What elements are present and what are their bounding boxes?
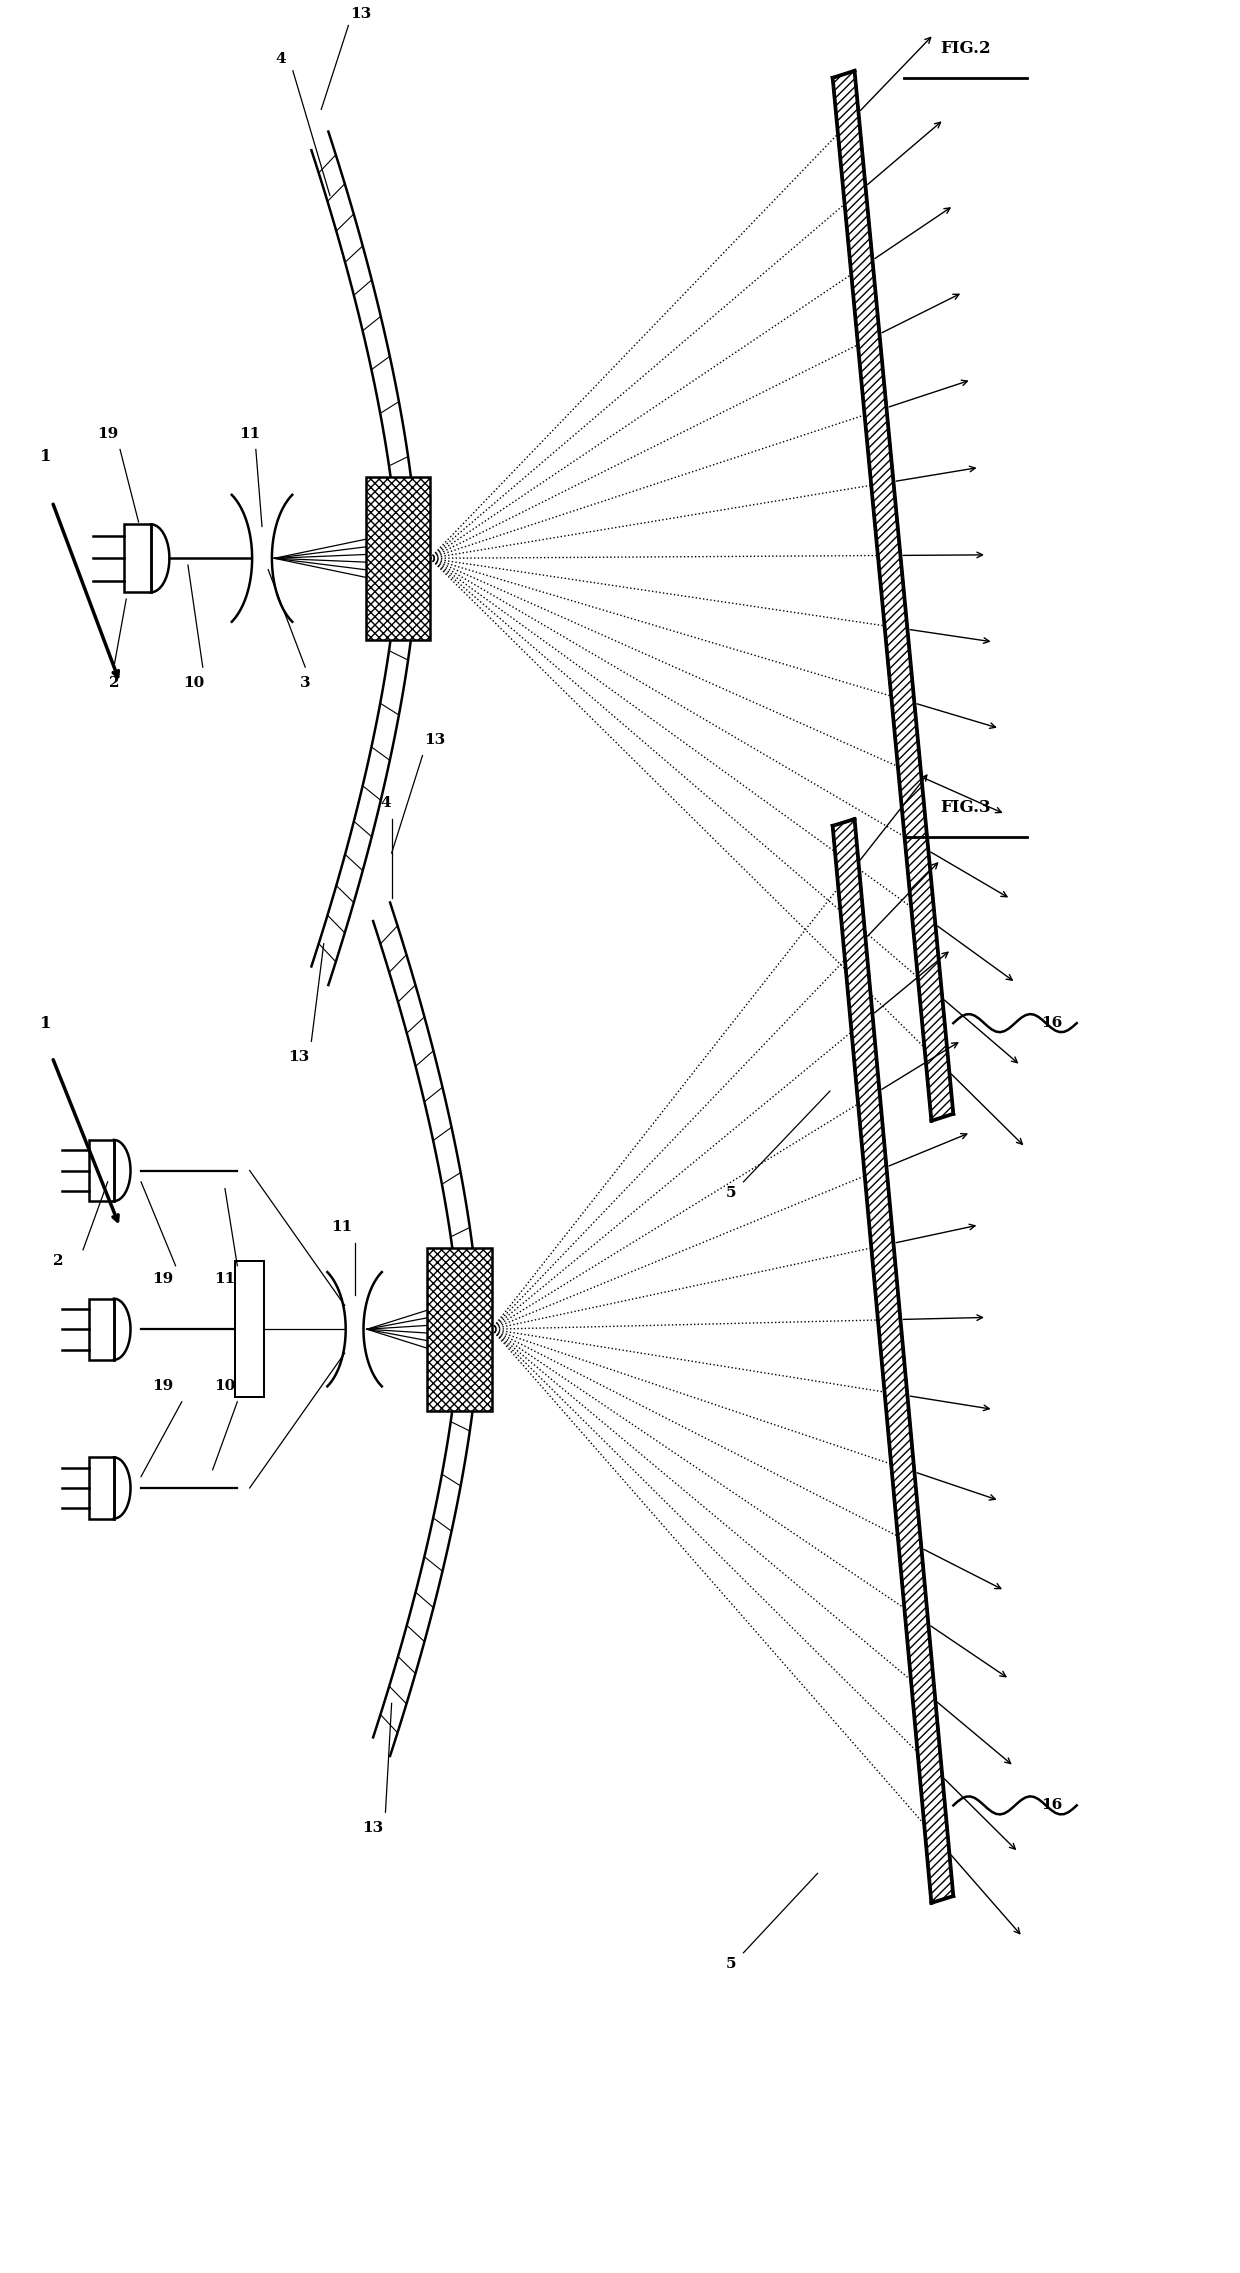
Polygon shape [832,818,954,1903]
Bar [124,525,151,593]
Text: 1: 1 [40,448,52,464]
Text: 13: 13 [289,1050,310,1064]
Text: 5: 5 [725,1957,737,1971]
Text: 19: 19 [153,1273,174,1287]
Bar [89,1139,114,1200]
Text: 16: 16 [1042,1016,1063,1030]
Bar [89,1457,114,1518]
Text: FIG.3: FIG.3 [940,800,991,816]
Text: 4: 4 [275,52,286,66]
Bar [234,1262,264,1398]
Text: 5: 5 [725,1187,737,1200]
Polygon shape [832,70,954,1121]
Bar [366,477,430,641]
Text: 2: 2 [109,675,119,691]
Text: 11: 11 [215,1273,236,1287]
Text: FIG.2: FIG.2 [940,39,991,57]
Text: 1: 1 [40,1014,52,1032]
Bar [428,1248,491,1412]
Bar [89,1298,114,1359]
Text: 19: 19 [153,1380,174,1393]
Text: 13: 13 [362,1821,383,1834]
Text: 10: 10 [184,675,205,691]
Text: 10: 10 [215,1380,236,1393]
Text: 11: 11 [239,427,260,441]
Text: 16: 16 [1042,1798,1063,1812]
Text: 3: 3 [300,675,310,691]
Text: 4: 4 [381,796,391,809]
Text: 13: 13 [424,732,445,748]
Text: 13: 13 [350,7,372,20]
Text: 19: 19 [97,427,118,441]
Text: 11: 11 [331,1221,353,1234]
Text: 2: 2 [53,1255,63,1268]
